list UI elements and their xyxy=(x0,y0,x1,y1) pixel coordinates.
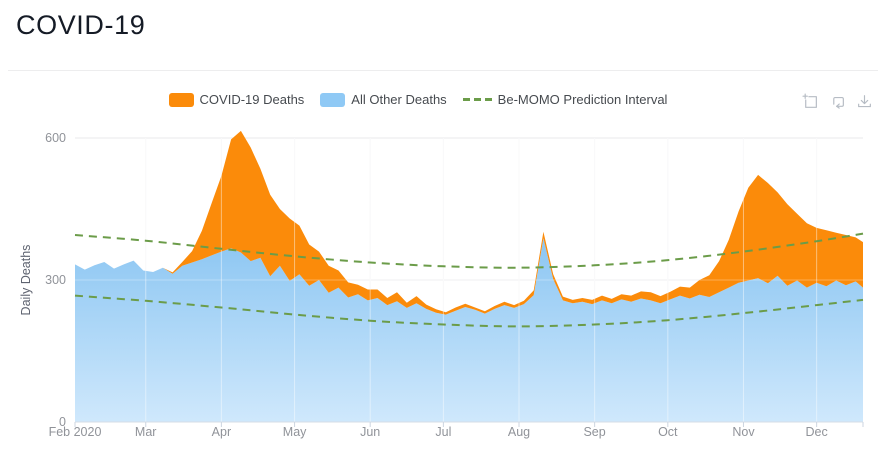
page-title: COVID-19 xyxy=(16,10,146,40)
x-axis-label: Dec xyxy=(805,425,827,439)
x-axis-label: May xyxy=(283,425,307,439)
x-axis-label: Oct xyxy=(658,425,678,439)
all-other-deaths-area xyxy=(75,238,863,422)
header-divider xyxy=(8,70,878,71)
x-axis-label: Feb 2020 xyxy=(49,425,102,439)
x-axis-label: Nov xyxy=(732,425,755,439)
y-axis-title: Daily Deaths xyxy=(19,245,33,316)
chart-toolbox xyxy=(801,92,874,111)
legend-label: COVID-19 Deaths xyxy=(199,92,305,107)
y-axis-label: 0 xyxy=(59,415,66,429)
legend-label: All Other Deaths xyxy=(351,92,447,107)
legend-label: Be-MOMO Prediction Interval xyxy=(497,92,668,107)
covid-deaths-area-chart[interactable]: 0 300 600 Feb 2020 Mar Apr May Jun Jul Aug Sep Oct N… xyxy=(0,120,886,450)
restore-icon[interactable] xyxy=(828,92,847,111)
y-axis-label: 300 xyxy=(45,273,66,287)
x-axis-label: Apr xyxy=(212,425,231,439)
covid-deaths-area xyxy=(75,130,863,315)
x-axis-label: Sep xyxy=(583,425,605,439)
legend-item-all-other-deaths[interactable]: All Other Deaths xyxy=(320,92,447,107)
x-axis-label: Aug xyxy=(508,425,530,439)
chart-legend: COVID-19 Deaths All Other Deaths Be-MOMO… xyxy=(60,92,776,107)
all-other-deaths-swatch xyxy=(320,92,346,107)
x-axis-label: Jun xyxy=(360,425,380,439)
x-axis-label: Jul xyxy=(435,425,451,439)
covid-deaths-swatch xyxy=(168,92,194,107)
x-axis-label: Mar xyxy=(135,425,157,439)
legend-item-covid-deaths[interactable]: COVID-19 Deaths xyxy=(168,92,305,107)
prediction-interval-swatch xyxy=(462,98,492,101)
y-axis-label: 600 xyxy=(45,131,66,145)
legend-item-prediction-interval[interactable]: Be-MOMO Prediction Interval xyxy=(462,92,668,107)
save-as-image-icon[interactable] xyxy=(855,92,874,111)
data-zoom-icon[interactable] xyxy=(801,92,820,111)
